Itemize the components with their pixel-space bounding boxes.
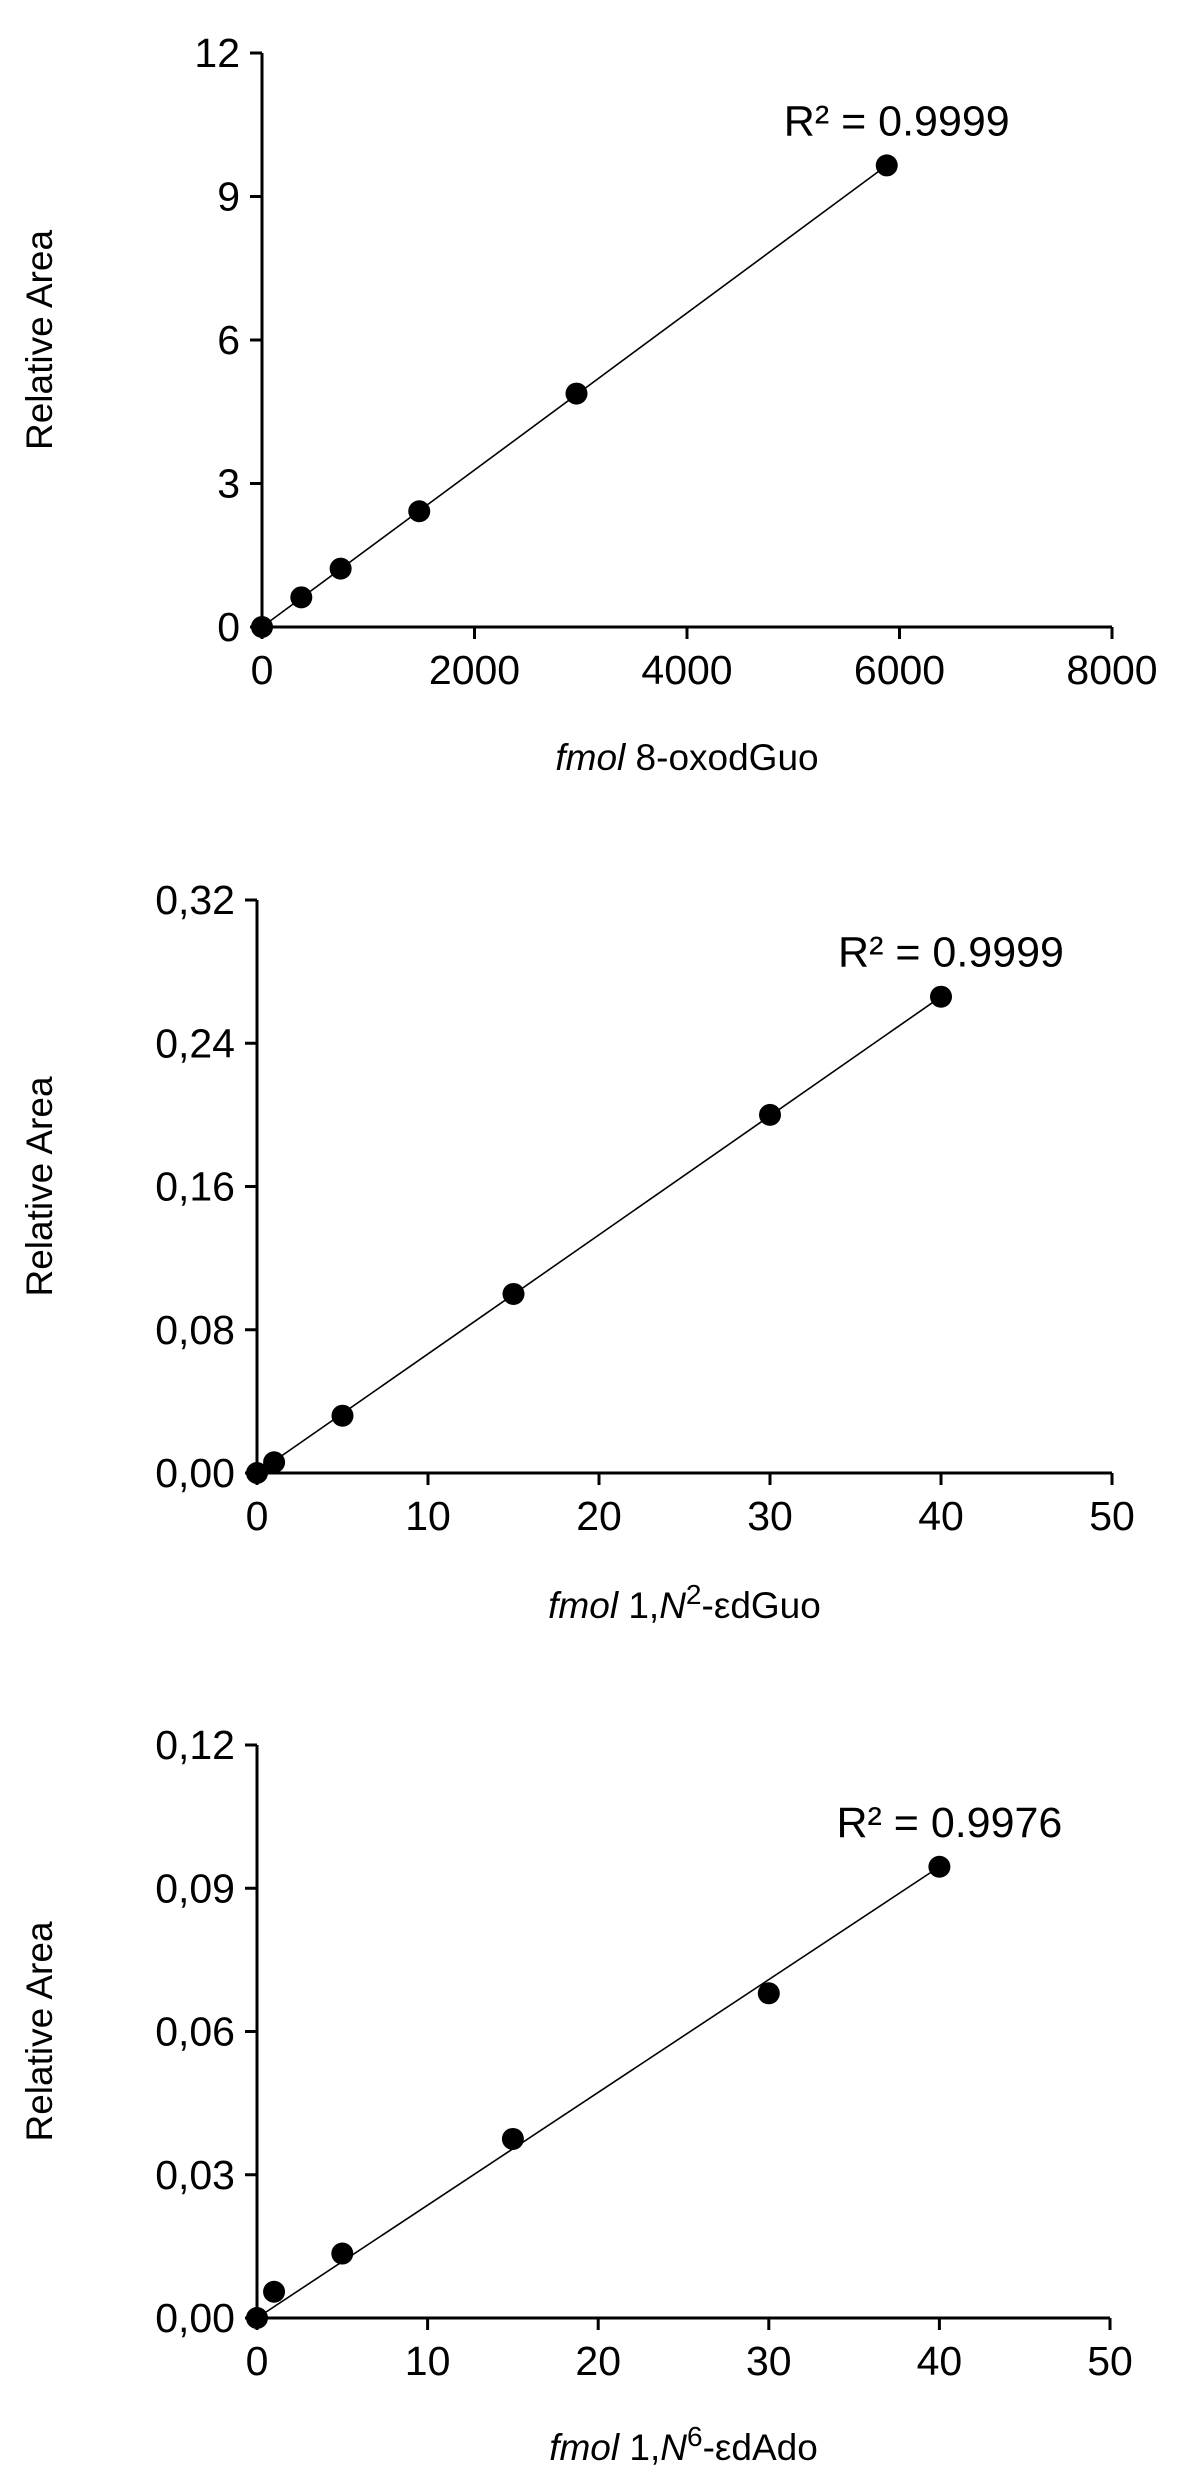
data-point [930, 985, 952, 1008]
y-tick-label: 0,24 [155, 1020, 235, 1066]
data-point [565, 382, 588, 405]
data-point [290, 586, 313, 609]
r-squared-annotation: R² = 0.9976 [836, 1799, 1062, 1847]
x-tick-label: 20 [576, 1493, 622, 1539]
r-squared-annotation: R² = 0.9999 [838, 929, 1064, 977]
trendline [256, 996, 942, 1474]
y-tick-label: 0,32 [155, 877, 235, 923]
data-point [246, 2307, 268, 2329]
x-tick-label: 8000 [1066, 647, 1157, 693]
x-tick-label: 50 [1087, 2338, 1133, 2384]
data-point [331, 2242, 354, 2265]
x-tick-label: 40 [918, 1493, 964, 1539]
r-squared-annotation: R² = 0.9999 [784, 97, 1010, 145]
y-tick-label: 0,06 [155, 2009, 235, 2055]
data-point [501, 2127, 524, 2150]
data-point [757, 1982, 780, 2005]
y-tick-label: 0,09 [155, 1865, 235, 1911]
y-tick-label: 9 [217, 174, 240, 220]
x-tick-label: 0 [246, 1493, 269, 1539]
data-point [408, 500, 431, 523]
x-tick-label: 10 [405, 1493, 451, 1539]
y-axis-label: Relative Area [19, 1076, 60, 1296]
y-tick-label: 0,12 [155, 1722, 235, 1768]
chart-1: 0 3 6 9 12 0 2000 4000 6000 8000 Relative Area fmol… [19, 30, 1158, 778]
data-point [331, 1404, 354, 1427]
data-point [875, 154, 898, 177]
x-tick-label: 30 [747, 1493, 793, 1539]
y-tick-label: 0 [217, 604, 240, 650]
data-point [246, 1462, 268, 1484]
y-axis-label: Relative Area [19, 230, 60, 450]
data-point [251, 616, 273, 638]
x-tick-label: 10 [405, 2338, 451, 2384]
y-tick-label: 0,00 [155, 2295, 235, 2341]
chart-3: 0,00 0,03 0,06 0,09 0,12 0 10 20 30 40 50 Relative … [19, 1722, 1133, 2468]
x-tick-label: 30 [746, 2338, 792, 2384]
data-point [263, 2280, 286, 2303]
y-tick-label: 6 [217, 317, 240, 363]
data-point [263, 1451, 286, 1474]
x-axis-label: fmol 1,N6-εdAdo [549, 2421, 818, 2468]
y-tick-label: 0,08 [155, 1307, 235, 1353]
y-tick-label: 0,16 [155, 1164, 235, 1210]
x-tick-label: 4000 [641, 647, 732, 693]
x-tick-label: 6000 [854, 647, 945, 693]
data-point [502, 1282, 525, 1305]
trendline [256, 1866, 940, 2319]
x-tick-label: 40 [917, 2338, 963, 2384]
data-point [759, 1103, 781, 1126]
y-axis-label: Relative Area [19, 1921, 60, 2141]
y-tick-label: 12 [194, 30, 240, 76]
x-axis-label: fmol 8-oxodGuo [555, 737, 818, 778]
y-tick-label: 0,00 [155, 1450, 235, 1496]
chart-2: 0,00 0,08 0,16 0,24 0,32 0 10 20 30 40 50 Relative … [19, 877, 1135, 1626]
x-axis-label: fmol 1,N2-εdGuo [548, 1579, 821, 1626]
data-point [928, 1855, 951, 1878]
x-tick-label: 0 [246, 2338, 269, 2384]
y-tick-label: 3 [217, 461, 240, 507]
x-tick-label: 50 [1089, 1493, 1135, 1539]
x-tick-label: 2000 [429, 647, 520, 693]
x-tick-label: 0 [251, 647, 274, 693]
x-tick-label: 20 [575, 2338, 621, 2384]
data-point [329, 557, 352, 580]
y-tick-label: 0,03 [155, 2152, 235, 2198]
